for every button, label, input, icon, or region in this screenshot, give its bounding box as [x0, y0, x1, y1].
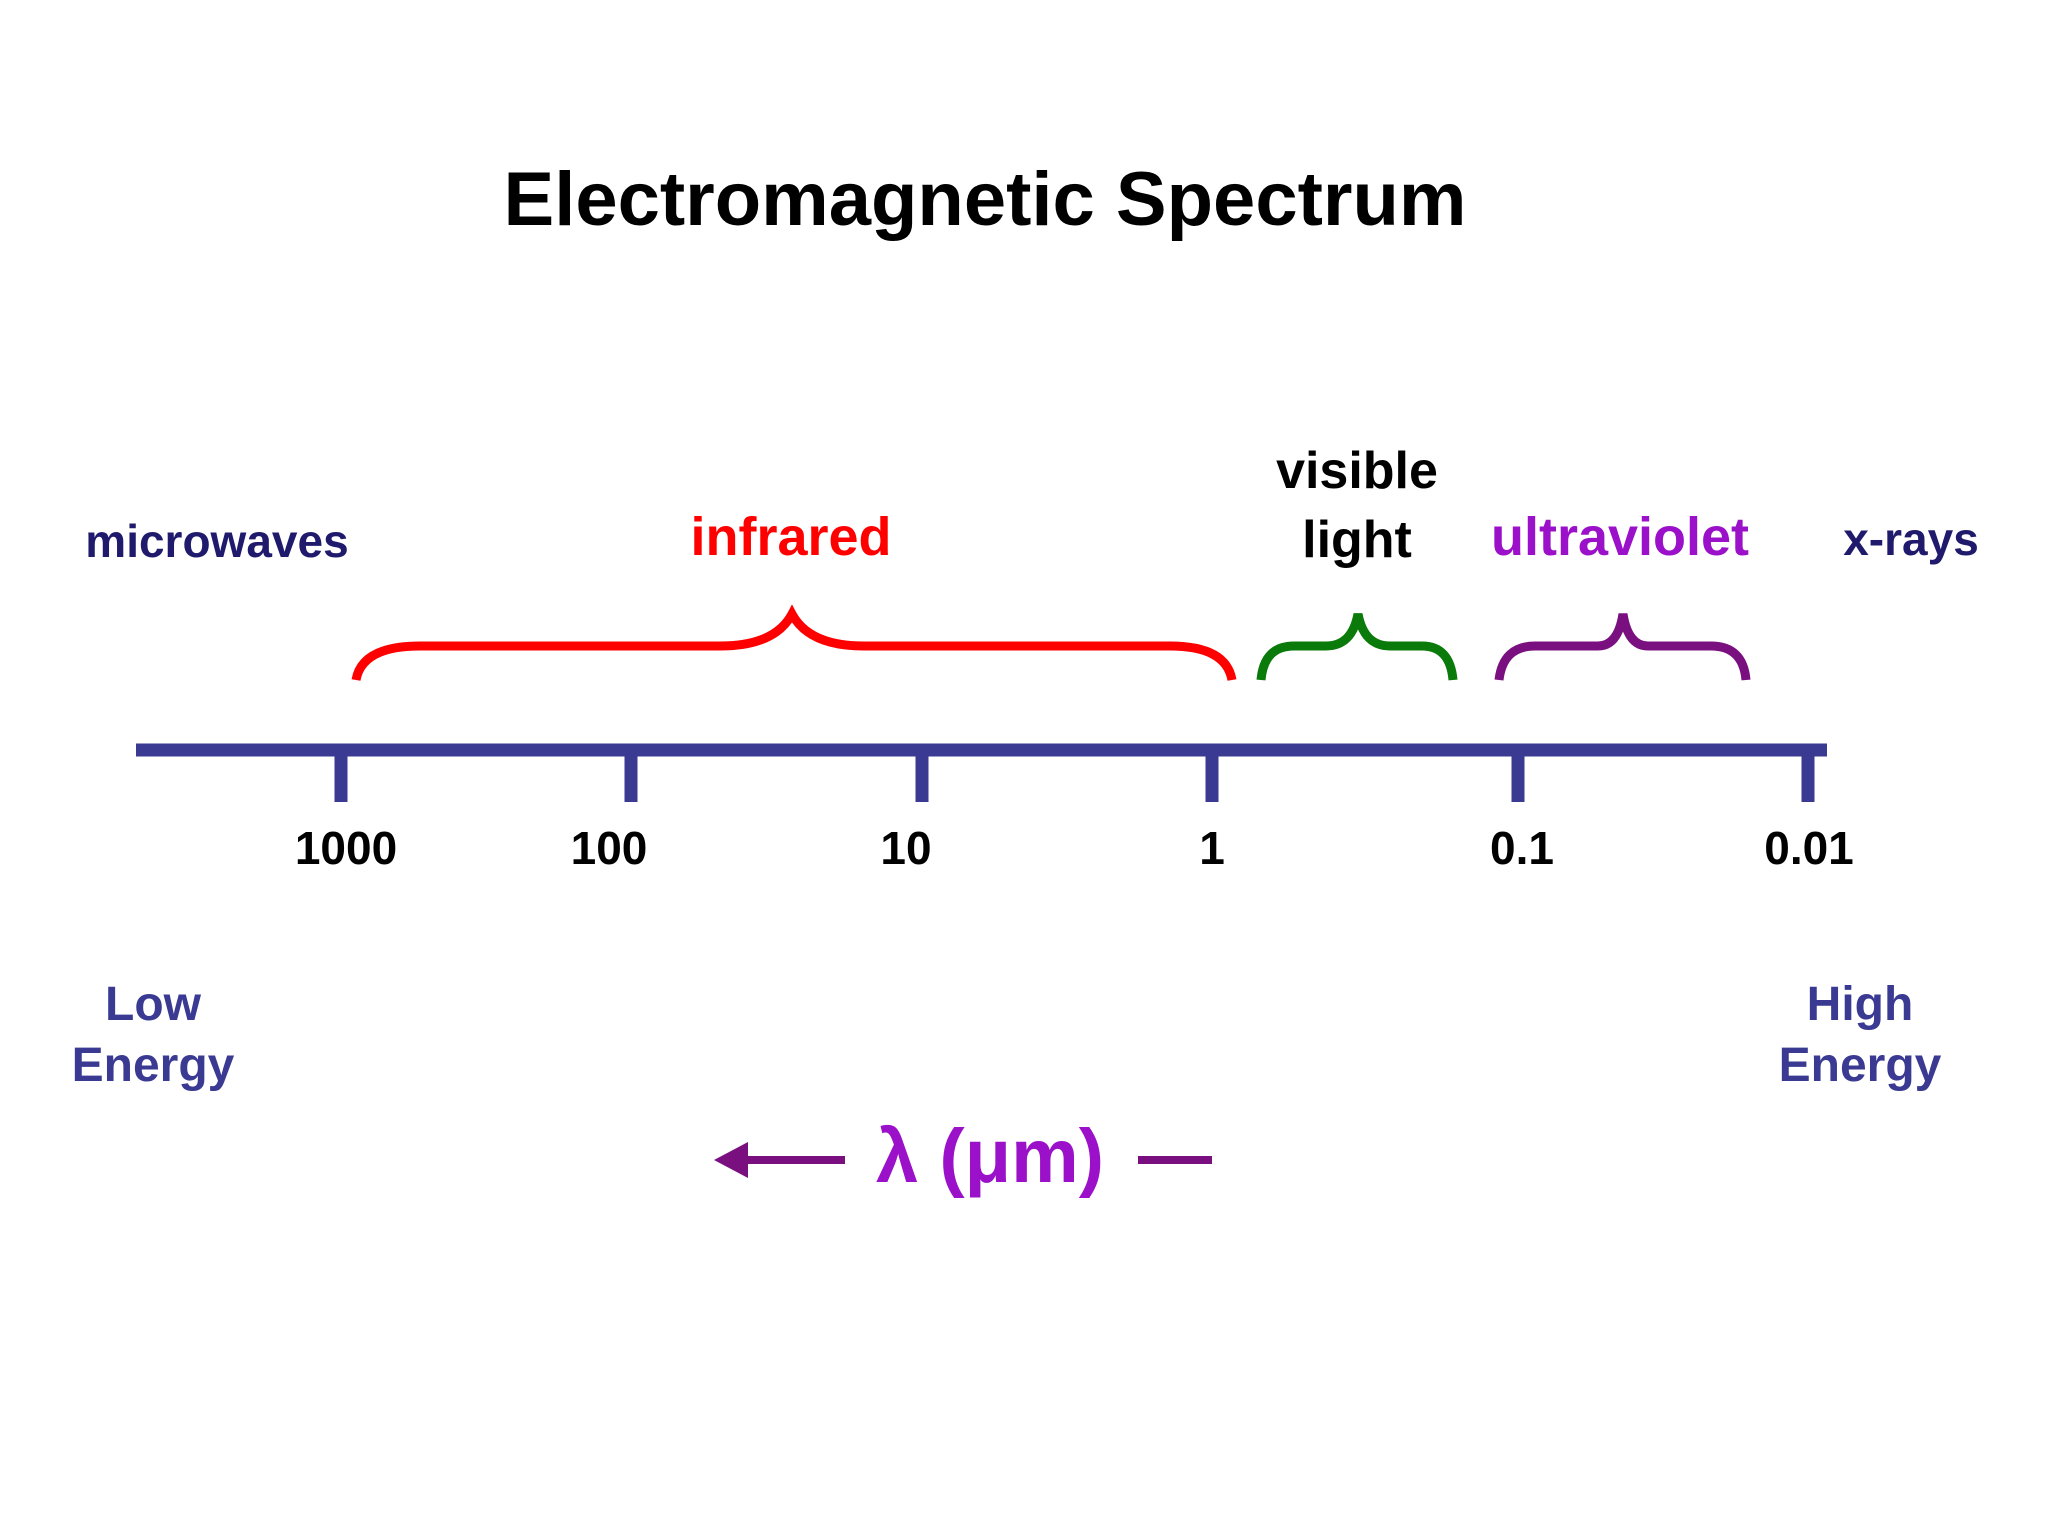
high-energy-label-line1: High — [1807, 978, 1914, 1031]
label-microwaves: microwaves — [85, 515, 348, 567]
tick-label: 10 — [880, 822, 931, 874]
diagram-title: Electromagnetic Spectrum — [504, 157, 1467, 242]
wavelength-unit-label: λ (μm) — [876, 1114, 1104, 1199]
label-visible-line1: visible — [1276, 442, 1438, 500]
low-energy-label-line1: Low — [105, 978, 202, 1031]
infrared-brace — [351, 604, 1237, 682]
axis-ticks — [334, 750, 1815, 802]
tick-label: 100 — [571, 822, 648, 874]
label-xrays: x-rays — [1843, 513, 1979, 565]
label-infrared: infrared — [690, 507, 891, 567]
tick-label: 1000 — [295, 822, 397, 874]
tick-label: 0.1 — [1490, 822, 1554, 874]
label-ultraviolet: ultraviolet — [1491, 507, 1749, 567]
direction-arrow — [714, 1142, 1212, 1178]
visible-brace — [1256, 613, 1458, 681]
low-energy-label-line2: Energy — [72, 1039, 235, 1092]
tick-label: 0.01 — [1764, 822, 1854, 874]
high-energy-label-line2: Energy — [1779, 1039, 1942, 1092]
ultraviolet-brace — [1494, 613, 1751, 681]
label-visible-line2: light — [1302, 511, 1412, 569]
tick-label: 1 — [1199, 822, 1225, 874]
arrow-left-icon — [714, 1142, 748, 1178]
